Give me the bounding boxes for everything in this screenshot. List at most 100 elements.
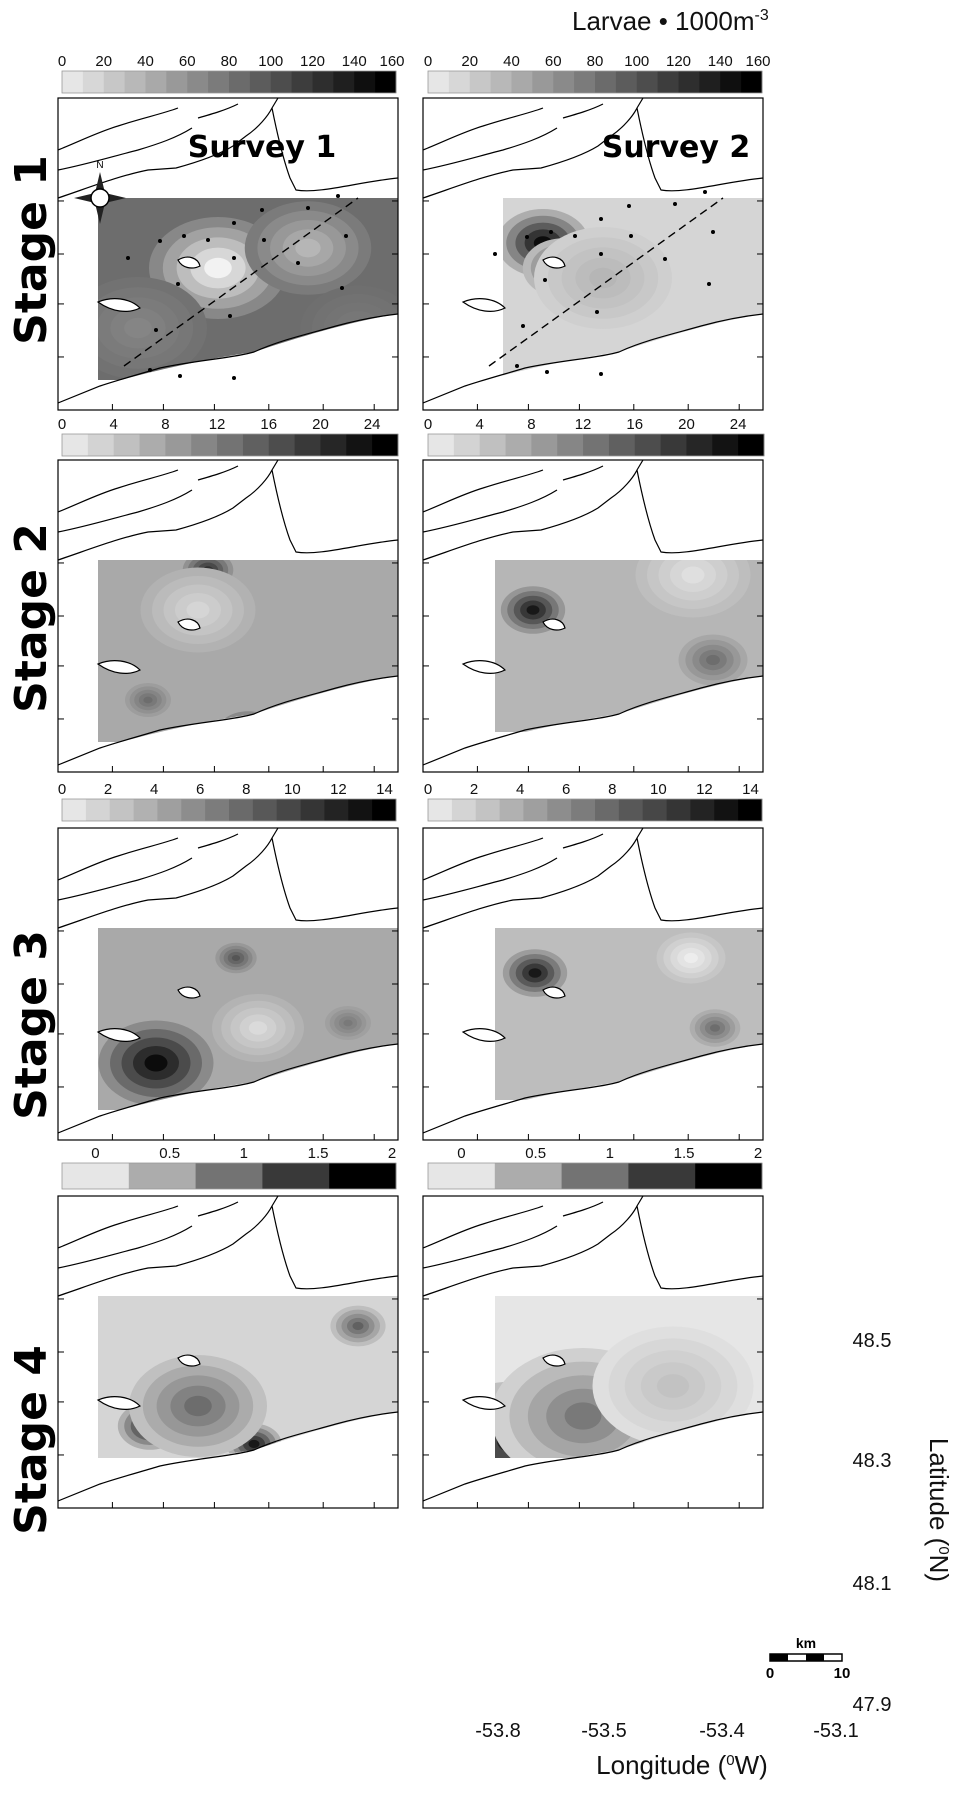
legend-swatch bbox=[62, 1163, 130, 1189]
coastline bbox=[58, 828, 398, 1134]
legend-tick-label: 1 bbox=[606, 1145, 614, 1162]
density-contour bbox=[709, 1024, 721, 1032]
density-contour bbox=[295, 238, 321, 258]
legend-swatch bbox=[205, 799, 230, 821]
legend-swatch bbox=[124, 71, 146, 93]
legend-tick-label: 20 bbox=[95, 53, 112, 70]
north-landmass bbox=[423, 98, 763, 198]
legend-tick-label: 10 bbox=[650, 781, 667, 798]
units-label: Larvae • 1000m-3 bbox=[572, 6, 769, 36]
legend-swatch bbox=[615, 71, 638, 93]
legend-swatch bbox=[329, 1163, 397, 1189]
legend-swatch bbox=[217, 434, 244, 456]
lon-tick-1: -53.8 bbox=[475, 1720, 521, 1742]
legend-swatch bbox=[595, 799, 620, 821]
density-contour bbox=[124, 317, 152, 339]
map-frame bbox=[422, 1195, 764, 1509]
legend-swatch bbox=[678, 71, 700, 93]
legend-tick-label: 0 bbox=[58, 416, 66, 433]
map-panel-stage-4-survey-2 bbox=[422, 1195, 764, 1509]
legend-tick-label: 100 bbox=[624, 53, 649, 70]
legend-swatch bbox=[532, 71, 554, 93]
legend-tick-label: 8 bbox=[242, 781, 250, 798]
legend-swatch bbox=[428, 71, 450, 93]
density-contour bbox=[656, 1374, 690, 1398]
legend-swatch bbox=[165, 434, 192, 456]
density-contour bbox=[526, 605, 540, 615]
sampling-station bbox=[182, 234, 186, 238]
legend-tick-label: 0 bbox=[457, 1145, 465, 1162]
map-frame bbox=[57, 827, 399, 1141]
legend-swatch bbox=[494, 1163, 562, 1189]
density-contour bbox=[186, 601, 210, 619]
legend-swatch bbox=[636, 71, 659, 93]
sampling-station bbox=[296, 261, 300, 265]
sampling-station bbox=[525, 235, 529, 239]
transect-line bbox=[123, 197, 359, 367]
density-contour bbox=[144, 1054, 168, 1072]
north-landmass bbox=[58, 460, 398, 560]
legend-swatch bbox=[62, 799, 87, 821]
map-panels bbox=[57, 97, 764, 1509]
sampling-station bbox=[126, 256, 130, 260]
legend-tick-label: 14 bbox=[376, 781, 393, 798]
legend-swatch bbox=[270, 71, 293, 93]
map-frame bbox=[57, 97, 399, 411]
legend-swatch bbox=[187, 71, 209, 93]
legend-tick-label: 24 bbox=[364, 416, 381, 433]
legend-tick-label: 2 bbox=[470, 781, 478, 798]
legend-tick-label: 0.5 bbox=[525, 1145, 546, 1162]
sampling-station bbox=[595, 310, 599, 314]
stage-3-label: Stage 3 bbox=[6, 930, 57, 1120]
coastline bbox=[423, 460, 763, 766]
map-frame bbox=[57, 459, 399, 773]
south-landmass bbox=[58, 1044, 398, 1140]
legend-swatch bbox=[109, 799, 134, 821]
legend-swatch bbox=[428, 799, 453, 821]
legend-swatch bbox=[571, 799, 596, 821]
density-contour bbox=[248, 1021, 268, 1035]
legend-stage-4-survey-1: 0 0.5 1 1.5 2 bbox=[61, 1145, 397, 1190]
lat-tick-2: 48.3 bbox=[853, 1450, 892, 1472]
longitude-title: Longitude (0W) bbox=[596, 1750, 768, 1780]
south-landmass bbox=[58, 676, 398, 772]
sampling-station bbox=[206, 238, 210, 242]
legend-swatch bbox=[595, 71, 617, 93]
lat-tick-3: 48.1 bbox=[853, 1573, 892, 1595]
legend-swatch bbox=[451, 799, 477, 821]
legend-tick-label: 4 bbox=[150, 781, 158, 798]
north-landmass bbox=[423, 1196, 763, 1296]
legend-stage-2-survey-2: 0 4 8 12 16 20 24 bbox=[424, 416, 765, 457]
legend-swatch bbox=[291, 71, 313, 93]
latitude-axis: 48.5 48.3 48.1 47.9 Latitude (0N) bbox=[853, 1330, 954, 1716]
map-panel-stage-3-survey-2 bbox=[422, 827, 764, 1141]
legend-swatch bbox=[375, 71, 397, 93]
sampling-station bbox=[599, 217, 603, 221]
legend-tick-label: 20 bbox=[461, 53, 478, 70]
density-contour bbox=[204, 257, 232, 279]
lat-tick-1: 48.5 bbox=[853, 1330, 892, 1352]
sampling-station bbox=[627, 204, 631, 208]
legend-tick-label: 20 bbox=[678, 416, 695, 433]
legend-swatch bbox=[666, 799, 691, 821]
legend-swatch bbox=[87, 434, 115, 456]
map-frame bbox=[422, 97, 764, 411]
legend-swatch bbox=[128, 1163, 196, 1189]
legend-swatch bbox=[738, 434, 765, 456]
legend-tick-label: 140 bbox=[708, 53, 733, 70]
sampling-station bbox=[543, 278, 547, 282]
south-landmass bbox=[423, 314, 763, 410]
legend-stage-3-survey-1: 0 2 4 6 8 10 12 14 bbox=[58, 781, 397, 822]
legend-tick-label: 160 bbox=[745, 53, 770, 70]
scale-bar-unit: km bbox=[796, 1635, 816, 1651]
legend-swatch bbox=[372, 434, 399, 456]
legend-tick-label: 0 bbox=[424, 781, 432, 798]
density-field bbox=[495, 1296, 763, 1458]
coastline bbox=[423, 98, 763, 404]
legend-swatch bbox=[229, 799, 254, 821]
legend-tick-label: 40 bbox=[137, 53, 154, 70]
legend-swatch bbox=[62, 434, 89, 456]
legend-swatch bbox=[82, 71, 105, 93]
legend-swatch bbox=[531, 434, 558, 456]
